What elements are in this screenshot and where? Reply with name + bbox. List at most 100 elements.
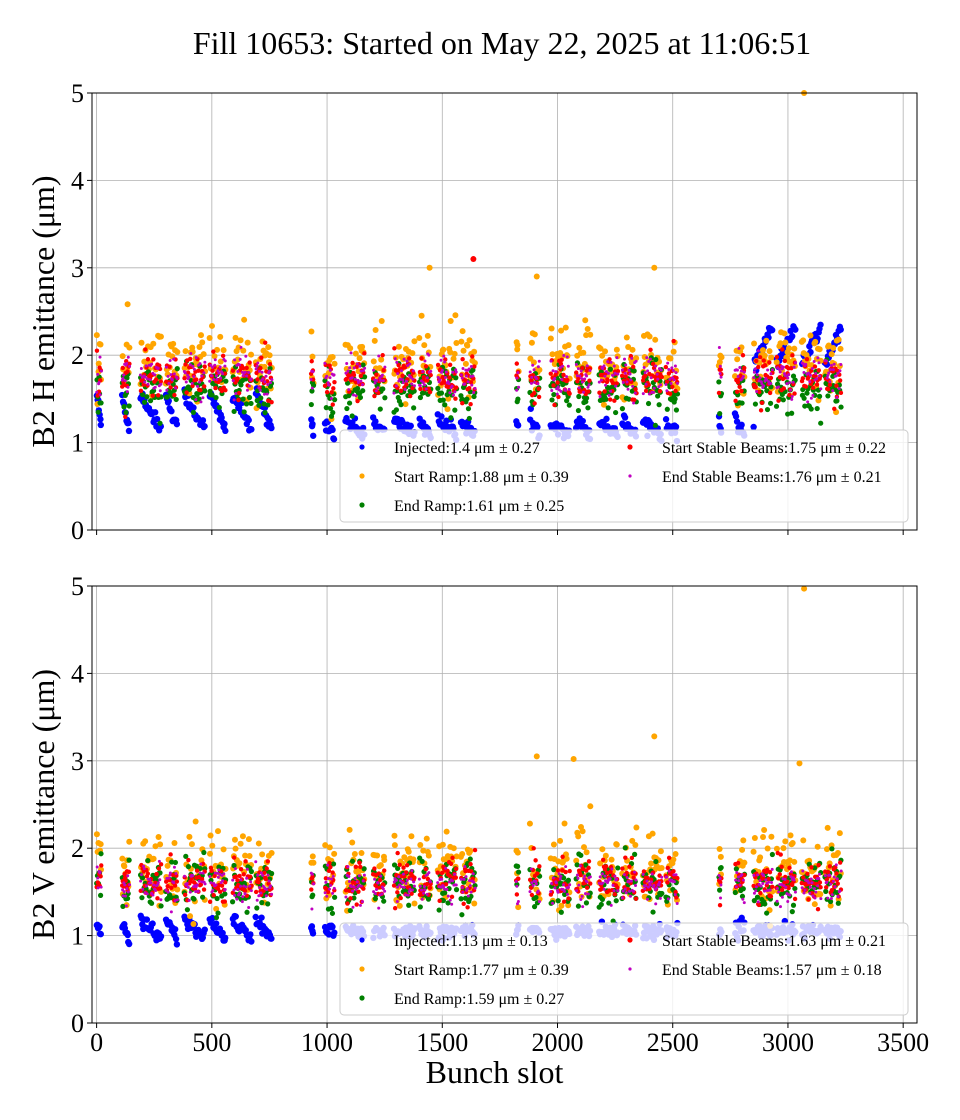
point: [623, 855, 628, 860]
point: [191, 874, 195, 878]
outlier-point: [470, 256, 477, 263]
point: [397, 875, 401, 879]
point: [780, 895, 784, 899]
point: [425, 892, 429, 896]
point: [528, 370, 532, 374]
point: [97, 892, 104, 898]
point: [561, 372, 566, 378]
point: [255, 898, 259, 902]
point: [718, 354, 725, 361]
point: [838, 404, 844, 410]
point: [358, 903, 362, 907]
point: [187, 356, 193, 362]
point: [200, 374, 204, 378]
point: [222, 934, 229, 942]
point: [308, 328, 315, 335]
point: [532, 401, 537, 406]
point: [643, 388, 649, 394]
y-tick-label: 2: [71, 341, 84, 370]
point: [156, 393, 161, 398]
point: [550, 389, 554, 393]
legend-label: End Stable Beams:1.76 μm ± 0.21: [662, 469, 882, 486]
point: [737, 384, 742, 389]
point: [632, 397, 637, 402]
point: [555, 877, 560, 882]
point: [158, 389, 162, 393]
point: [449, 894, 455, 900]
point: [424, 881, 430, 887]
point: [410, 869, 414, 873]
point: [447, 362, 453, 367]
point: [238, 891, 242, 895]
point: [607, 366, 613, 372]
point: [172, 372, 176, 376]
point: [549, 890, 553, 894]
point: [792, 391, 797, 396]
point: [268, 369, 272, 373]
point: [462, 877, 466, 881]
x-tick-label: 500: [192, 1028, 231, 1057]
point: [529, 867, 533, 871]
point: [647, 392, 651, 396]
point: [393, 407, 400, 413]
point: [269, 400, 274, 405]
point: [125, 362, 129, 366]
point: [99, 885, 103, 889]
point: [191, 896, 197, 902]
point: [549, 359, 553, 363]
point: [244, 885, 248, 889]
point: [417, 877, 421, 881]
point: [407, 393, 413, 399]
point: [784, 374, 788, 378]
point: [405, 359, 409, 363]
point: [738, 366, 742, 370]
point: [261, 401, 267, 407]
point: [732, 889, 738, 896]
point: [424, 387, 428, 391]
point: [551, 391, 557, 398]
point: [608, 869, 613, 875]
point: [526, 820, 533, 827]
point: [211, 349, 216, 354]
point: [402, 885, 406, 889]
point: [196, 396, 202, 402]
point: [126, 403, 132, 409]
point: [800, 386, 806, 393]
point: [641, 392, 645, 396]
point: [242, 884, 246, 888]
point: [150, 855, 157, 862]
point: [816, 356, 820, 360]
point: [412, 884, 416, 888]
point: [768, 354, 775, 361]
y-tick-label: 4: [71, 659, 84, 688]
point: [828, 873, 832, 877]
point: [652, 883, 656, 887]
point: [254, 905, 260, 911]
point: [396, 902, 403, 909]
point: [394, 878, 398, 882]
point: [717, 887, 723, 893]
point: [461, 901, 466, 907]
point: [212, 377, 216, 381]
point: [427, 885, 433, 891]
point: [817, 891, 824, 898]
point: [166, 374, 170, 378]
point: [190, 409, 197, 415]
point: [355, 362, 359, 366]
point: [767, 390, 773, 396]
point: [244, 909, 250, 915]
point: [436, 881, 440, 885]
point: [776, 876, 781, 881]
point: [168, 358, 172, 362]
point: [309, 353, 316, 360]
point: [823, 888, 829, 894]
point: [646, 333, 653, 340]
point: [529, 378, 534, 383]
point: [350, 360, 355, 366]
point: [330, 410, 336, 416]
point: [223, 888, 227, 892]
point: [375, 379, 379, 383]
point: [837, 387, 841, 391]
